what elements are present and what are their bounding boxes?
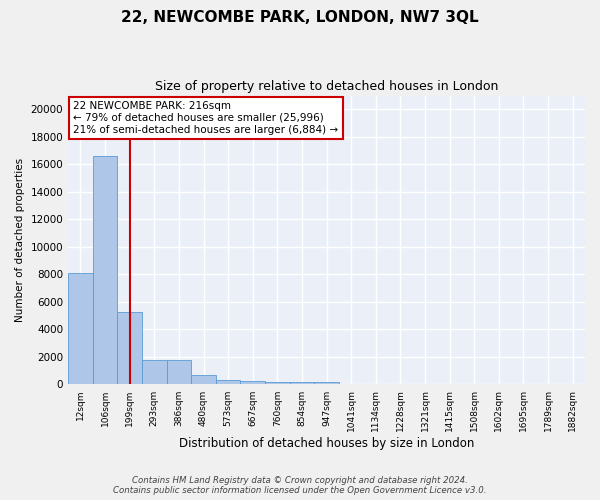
Bar (265, 382, 290, 384)
Bar (314, 382, 339, 384)
Bar (191, 375, 216, 384)
Bar (241, 381, 265, 384)
Bar (167, 360, 191, 384)
Text: 22, NEWCOMBE PARK, LONDON, NW7 3QL: 22, NEWCOMBE PARK, LONDON, NW7 3QL (121, 10, 479, 25)
Text: Contains HM Land Registry data © Crown copyright and database right 2024.
Contai: Contains HM Land Registry data © Crown c… (113, 476, 487, 495)
Bar (118, 312, 142, 384)
Bar (216, 380, 241, 384)
X-axis label: Distribution of detached houses by size in London: Distribution of detached houses by size … (179, 437, 474, 450)
Bar (68, 273, 93, 384)
Bar (290, 382, 314, 384)
Text: 22 NEWCOMBE PARK: 216sqm
← 79% of detached houses are smaller (25,996)
21% of se: 22 NEWCOMBE PARK: 216sqm ← 79% of detach… (73, 102, 338, 134)
Title: Size of property relative to detached houses in London: Size of property relative to detached ho… (155, 80, 498, 93)
Bar (93, 156, 118, 384)
Y-axis label: Number of detached properties: Number of detached properties (15, 158, 25, 322)
Bar (142, 360, 167, 384)
